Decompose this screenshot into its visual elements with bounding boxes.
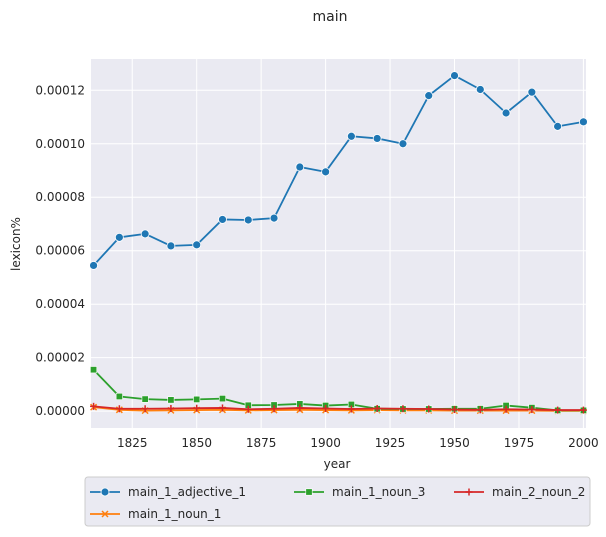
data-point bbox=[398, 139, 408, 149]
data-point bbox=[476, 406, 484, 414]
legend-item: main_1_adjective_1 bbox=[90, 485, 246, 499]
data-point bbox=[475, 85, 485, 94]
data-point bbox=[579, 406, 587, 414]
series-line bbox=[92, 369, 584, 412]
data-point bbox=[501, 108, 511, 118]
data-point bbox=[193, 395, 201, 403]
grid bbox=[91, 59, 586, 428]
x-tick-label: 1950 bbox=[439, 436, 470, 450]
legend-box bbox=[84, 476, 591, 527]
legend-marker bbox=[305, 488, 313, 496]
data-point bbox=[90, 366, 98, 374]
y-tick-label: 0.00004 bbox=[35, 297, 85, 311]
data-point bbox=[166, 241, 176, 251]
data-point bbox=[243, 215, 253, 225]
x-tick-label: 1925 bbox=[375, 436, 406, 450]
data-point bbox=[372, 134, 382, 143]
series-line bbox=[93, 405, 584, 411]
data-point bbox=[527, 87, 537, 97]
legend-item: main_1_noun_1 bbox=[90, 507, 221, 521]
data-point bbox=[167, 396, 175, 404]
data-point bbox=[347, 405, 355, 413]
legend-label: main_2_noun_2 bbox=[492, 485, 585, 499]
data-point bbox=[89, 261, 98, 270]
data-point bbox=[322, 404, 330, 412]
data-point bbox=[450, 71, 459, 80]
legend-label: main_1_noun_3 bbox=[332, 485, 425, 499]
legend-marker bbox=[101, 510, 109, 518]
data-point bbox=[451, 406, 459, 414]
data-point bbox=[90, 402, 98, 410]
legend-item: main_1_noun_3 bbox=[294, 485, 425, 499]
data-point bbox=[528, 406, 536, 414]
data-point bbox=[295, 162, 305, 172]
data-point bbox=[141, 405, 149, 413]
data-point bbox=[218, 215, 227, 224]
data-point bbox=[114, 232, 124, 242]
data-point bbox=[553, 121, 563, 131]
data-point bbox=[425, 405, 433, 413]
x-tick-label: 1975 bbox=[504, 436, 535, 450]
x-tick-label: 1875 bbox=[246, 436, 277, 450]
data-point bbox=[192, 240, 202, 250]
series-main_1_adjective_1 bbox=[89, 71, 588, 270]
x-tick-label: 1900 bbox=[310, 436, 341, 450]
x-tick-label: 1825 bbox=[117, 436, 148, 450]
y-axis-ticks: 0.00000 0.00002 0.00004 0.00006 0.00008 0.000… bbox=[35, 83, 85, 418]
y-axis-label: lexicon% bbox=[9, 217, 23, 271]
legend-items: main_1_adjective_1 main_1_noun_1 main_1_no… bbox=[90, 485, 585, 521]
series-line bbox=[93, 406, 584, 412]
data-point bbox=[296, 404, 304, 412]
data-point bbox=[115, 392, 123, 400]
legend-marker bbox=[465, 488, 473, 496]
data-point bbox=[321, 167, 331, 177]
series-layer bbox=[89, 71, 588, 415]
legend-item: main_2_noun_2 bbox=[454, 485, 585, 499]
y-tick-label: 0.00010 bbox=[35, 137, 85, 151]
chart-title: main bbox=[313, 9, 348, 25]
data-point bbox=[140, 229, 150, 239]
data-point bbox=[141, 395, 149, 403]
series-main_2_noun_2 bbox=[90, 402, 587, 414]
data-point bbox=[244, 405, 252, 413]
y-tick-label: 0.00002 bbox=[35, 351, 85, 365]
legend-marker bbox=[100, 487, 110, 497]
data-point bbox=[115, 405, 123, 413]
data-point bbox=[502, 405, 510, 413]
data-point bbox=[270, 405, 278, 413]
y-tick-label: 0.00000 bbox=[35, 404, 85, 418]
data-point bbox=[554, 406, 562, 414]
data-point bbox=[579, 117, 588, 127]
data-point bbox=[218, 395, 226, 403]
x-tick-label: 1850 bbox=[181, 436, 212, 450]
legend: main_1_adjective_1 main_1_noun_1 main_1_no… bbox=[84, 476, 591, 527]
y-tick-label: 0.00008 bbox=[35, 190, 85, 204]
x-axis-ticks: 1825 1850 1875 1900 1925 1950 1975 2000 bbox=[117, 436, 599, 450]
data-point bbox=[424, 91, 434, 101]
data-point bbox=[373, 404, 381, 412]
data-point bbox=[193, 404, 201, 412]
data-point bbox=[269, 213, 279, 223]
y-tick-label: 0.00012 bbox=[35, 83, 85, 97]
data-point bbox=[218, 404, 226, 412]
data-point bbox=[399, 405, 407, 413]
x-tick-label: 2000 bbox=[568, 436, 599, 450]
y-tick-label: 0.00006 bbox=[35, 244, 85, 258]
data-point bbox=[346, 131, 356, 141]
data-point bbox=[167, 404, 175, 412]
x-axis-label: year bbox=[324, 457, 351, 471]
legend-label: main_1_adjective_1 bbox=[128, 485, 246, 499]
legend-label: main_1_noun_1 bbox=[128, 507, 221, 521]
